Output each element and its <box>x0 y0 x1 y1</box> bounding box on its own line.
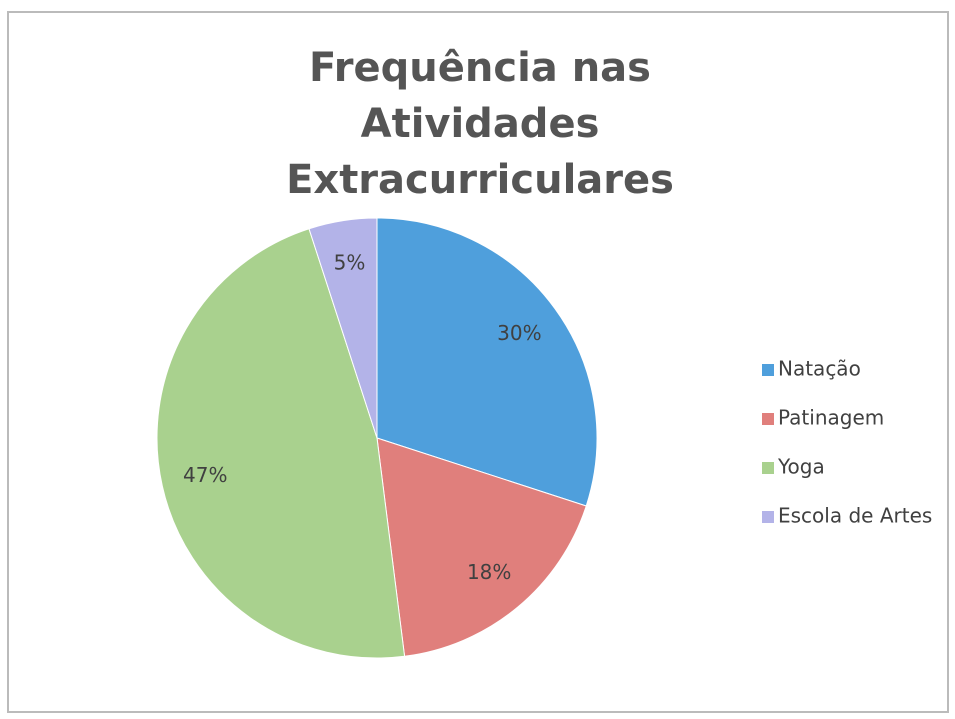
legend-swatch <box>762 511 774 523</box>
legend-label: Yoga <box>777 455 825 479</box>
data-label: 5% <box>334 251 366 275</box>
legend-label: Patinagem <box>778 406 884 430</box>
data-label: 18% <box>467 560 511 584</box>
legend-swatch <box>762 462 774 474</box>
pie-slice <box>376 437 587 657</box>
chart-title: Frequência nas Atividades Extracurricula… <box>286 45 674 203</box>
legend-label: Escola de Artes <box>778 504 932 528</box>
chart-border <box>7 11 949 713</box>
data-label: 47% <box>183 463 227 487</box>
legend-label: Natação <box>778 357 861 381</box>
legend-swatch <box>762 413 774 425</box>
legend-swatch <box>762 364 774 376</box>
pie-slice <box>376 217 598 507</box>
pie-slice <box>308 217 378 439</box>
data-label: 30% <box>497 321 541 345</box>
pie-slice <box>156 228 406 659</box>
